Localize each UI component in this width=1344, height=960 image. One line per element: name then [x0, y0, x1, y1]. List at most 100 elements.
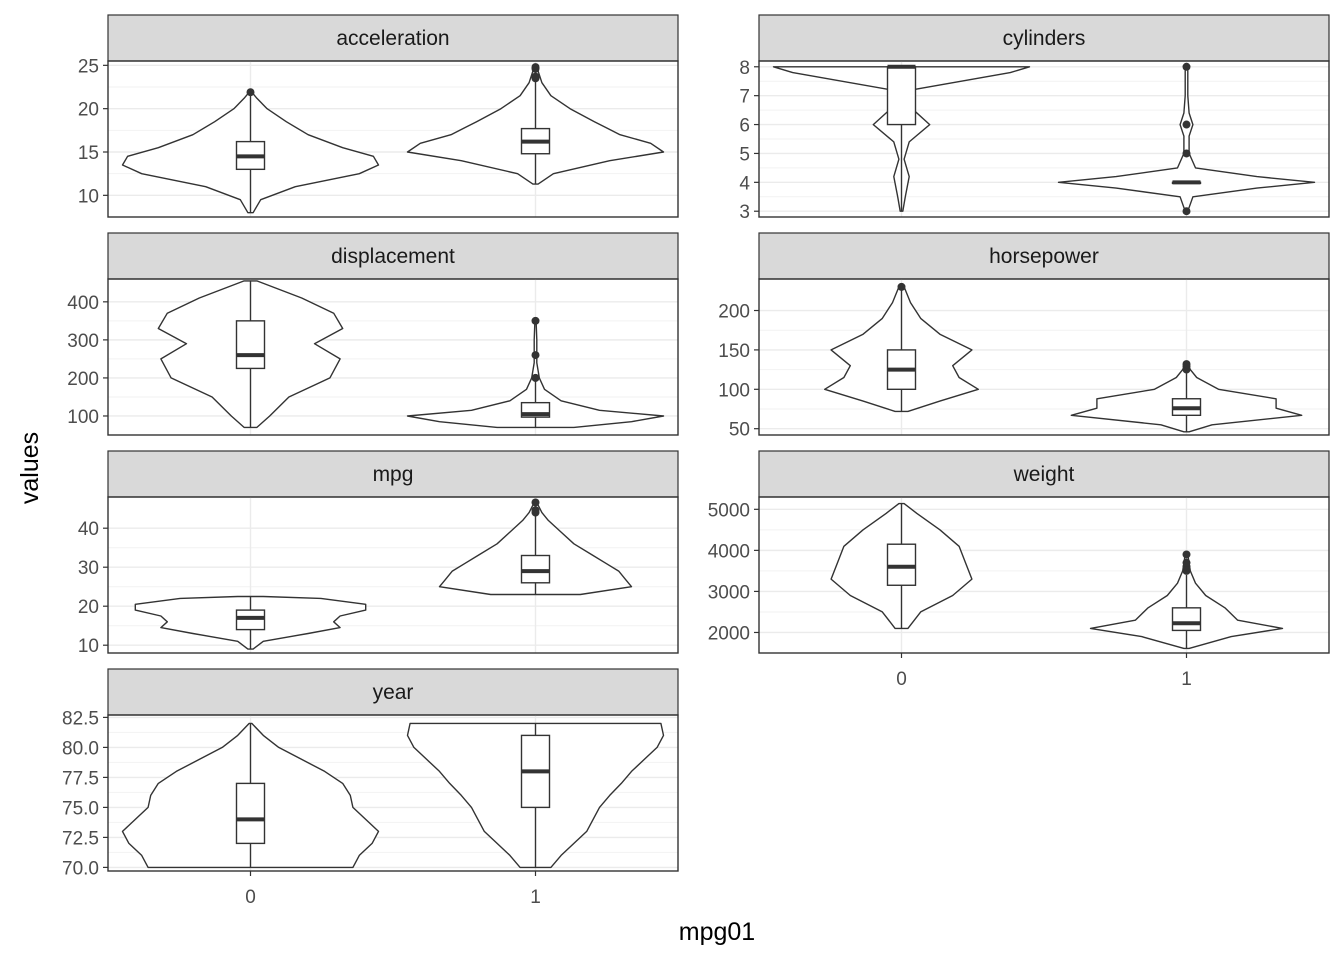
- panel-border: [107, 278, 679, 436]
- y-tick-label: 200: [67, 369, 99, 390]
- outlier-point: [1182, 558, 1191, 567]
- panel-weight: weight 2000 3000 4000 5000: [708, 450, 1330, 654]
- panel-year: year 70.0 72.5 75.0 77.5 80.0 82.5: [62, 668, 679, 879]
- outlier-point: [246, 88, 255, 97]
- y-tick-label: 6: [739, 116, 750, 137]
- box-iqr: [886, 543, 917, 586]
- strip-label-displacement: displacement: [331, 245, 455, 268]
- violin-group-year-1: [406, 722, 665, 869]
- violin-group-year-0: [121, 722, 380, 869]
- box-iqr: [1171, 607, 1202, 632]
- y-tick-label: 20: [78, 100, 99, 121]
- x-tick-label: 0: [896, 669, 907, 690]
- outlier-point: [531, 72, 540, 81]
- strip-label-acceleration: acceleration: [336, 27, 449, 50]
- y-tick-label: 200: [718, 302, 750, 323]
- outlier-point: [1182, 207, 1191, 216]
- y-tick-label: 3: [739, 202, 750, 223]
- panel-border: [107, 496, 679, 654]
- y-tick-label: 400: [67, 293, 99, 314]
- violin-group-weight-1: [1089, 550, 1284, 650]
- strip-weight: [758, 450, 1330, 498]
- y-tick-label: 77.5: [62, 768, 99, 789]
- y-tick-label: 40: [78, 519, 99, 540]
- panel-acceleration: acceleration 10 15 20 25: [78, 14, 679, 218]
- y-tick-label: 3000: [708, 582, 750, 603]
- x-tick-label: 1: [1181, 669, 1192, 690]
- y-axis-title: values: [16, 432, 44, 504]
- strip-acceleration: [107, 14, 679, 62]
- y-tick-label: 150: [718, 341, 750, 362]
- outlier-point: [1182, 360, 1191, 369]
- y-tick-label: 4000: [708, 541, 750, 562]
- y-tick-label: 20: [78, 597, 99, 618]
- y-tick-label: 5000: [708, 500, 750, 521]
- y-tick-label: 5: [739, 144, 750, 165]
- panel-cylinders: cylinders 3 4 5 6 7 8: [739, 14, 1330, 223]
- y-tick-label: 7: [739, 87, 750, 108]
- strip-label-cylinders: cylinders: [1003, 27, 1086, 50]
- violin-group-acceleration-0: [121, 88, 380, 214]
- outlier-point: [1182, 62, 1191, 71]
- strip-label-weight: weight: [1013, 463, 1075, 486]
- panel-border: [758, 278, 1330, 436]
- panel-border: [758, 60, 1330, 218]
- violin-group-acceleration-1: [406, 63, 665, 185]
- panel-border: [107, 60, 679, 218]
- outlier-point: [1182, 120, 1191, 129]
- y-tick-label: 10: [78, 186, 99, 207]
- panel-displacement: displacement 100 200 300 400: [67, 232, 679, 436]
- x-tick-label: 0: [245, 887, 256, 908]
- y-tick-label: 82.5: [62, 708, 99, 729]
- violin-group-displacement-0: [157, 280, 344, 429]
- violin-group-horsepower-1: [1070, 360, 1303, 433]
- y-tick-label: 72.5: [62, 828, 99, 849]
- x-tick-label: 1: [530, 887, 541, 908]
- panel-border: [107, 714, 679, 872]
- box-iqr: [235, 782, 266, 845]
- y-tick-label: 80.0: [62, 738, 99, 759]
- y-tick-label: 30: [78, 558, 99, 579]
- outlier-point: [1182, 550, 1191, 559]
- y-tick-label: 70.0: [62, 858, 99, 879]
- violin-group-weight-0: [830, 502, 973, 630]
- outlier-point: [897, 282, 906, 291]
- box-iqr: [886, 66, 917, 126]
- y-tick-label: 8: [739, 58, 750, 79]
- y-tick-label: 50: [729, 420, 750, 441]
- y-tick-label: 100: [67, 407, 99, 428]
- y-tick-label: 4: [739, 173, 750, 194]
- y-tick-label: 75.0: [62, 798, 99, 819]
- panel-border: [758, 496, 1330, 654]
- strip-label-mpg: mpg: [373, 463, 414, 486]
- outlier-point: [1182, 149, 1191, 158]
- y-tick-label: 100: [718, 380, 750, 401]
- y-tick-label: 10: [78, 636, 99, 657]
- panel-horsepower: horsepower 50 100 150 200: [718, 232, 1330, 441]
- violin-group-horsepower-0: [824, 282, 979, 413]
- violin-group-mpg-1: [438, 498, 633, 596]
- strip-label-year: year: [373, 681, 414, 704]
- outlier-point: [531, 498, 540, 507]
- strip-year: [107, 668, 679, 716]
- outlier-point: [531, 351, 540, 360]
- box-iqr: [235, 320, 266, 370]
- strip-mpg: [107, 450, 679, 498]
- violin-group-mpg-0: [134, 595, 367, 650]
- panel-mpg: mpg 10 20 30 40: [78, 450, 679, 657]
- outlier-point: [531, 506, 540, 515]
- outlier-point: [531, 316, 540, 325]
- violin-group-cylinders-1: [1057, 62, 1316, 216]
- violin-group-cylinders-0: [772, 64, 1031, 212]
- y-tick-label: 300: [67, 331, 99, 352]
- y-tick-label: 2000: [708, 623, 750, 644]
- strip-displacement: [107, 232, 679, 280]
- strip-label-horsepower: horsepower: [989, 245, 1099, 268]
- violin-group-displacement-1: [406, 316, 665, 429]
- outlier-point: [531, 63, 540, 72]
- outlier-point: [531, 373, 540, 382]
- x-axis-title: mpg01: [679, 918, 755, 946]
- y-tick-label: 25: [78, 56, 99, 77]
- y-tick-label: 15: [78, 143, 99, 164]
